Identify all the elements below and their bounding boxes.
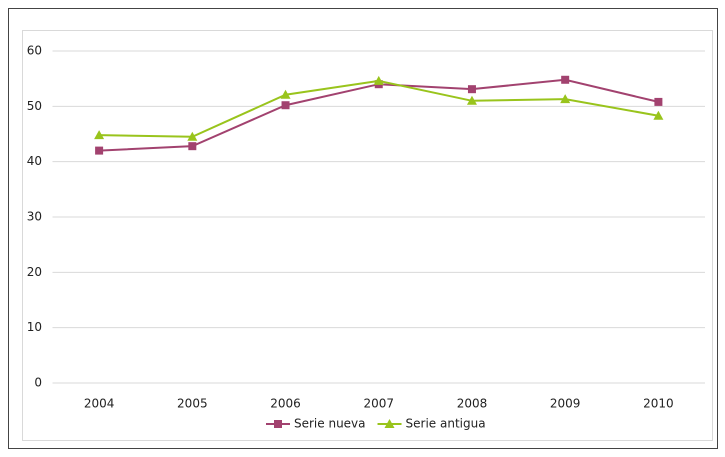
marker [653,110,664,120]
marker [281,101,290,110]
marker [467,85,476,94]
y-tick-label: 0 [34,376,42,390]
y-tick-label: 50 [27,99,42,113]
marker [466,95,477,105]
plot-frame [22,30,713,441]
x-tick-label: 2007 [363,397,394,411]
marker [187,131,198,141]
series-line [99,78,659,152]
x-tick-label: 2005 [177,397,208,411]
marker [384,419,395,428]
marker [274,420,282,428]
marker [560,94,571,104]
marker [95,146,104,155]
x-tick-label: 2004 [84,397,115,411]
legend-label: Serie antigua [406,417,486,431]
y-tick-label: 10 [27,320,42,334]
marker [561,75,570,84]
y-tick-label: 30 [27,210,42,224]
y-tick-label: 40 [27,154,42,168]
x-tick-label: 2006 [270,397,301,411]
marker [280,89,291,99]
chart-frame [8,8,718,449]
marker [373,75,384,85]
y-tick-label: 20 [27,265,42,279]
marker [94,130,105,140]
marker [188,142,197,151]
x-tick-label: 2010 [643,397,674,411]
series-line [99,79,659,138]
x-tick-label: 2009 [550,397,581,411]
legend-label: Serie nueva [294,417,366,431]
y-tick-label: 60 [27,44,42,58]
x-tick-label: 2008 [457,397,488,411]
marker [654,97,663,106]
